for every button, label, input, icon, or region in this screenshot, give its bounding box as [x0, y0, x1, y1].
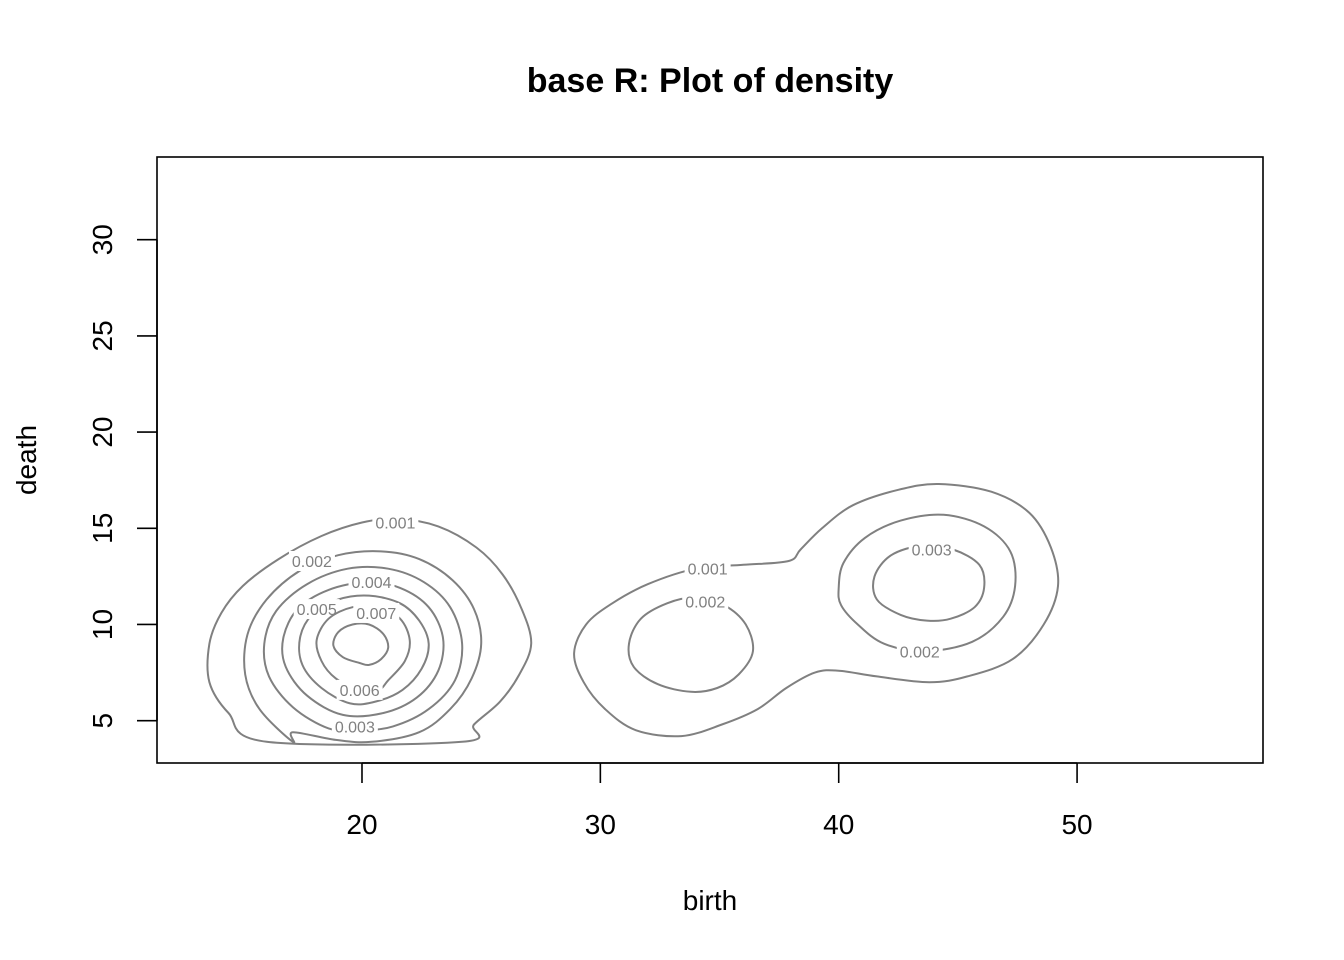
y-tick-label: 25 [87, 320, 118, 351]
contour-label: 0.003 [912, 542, 952, 559]
contour-line [243, 550, 483, 744]
contour-label-background [288, 551, 335, 571]
contour-line [206, 517, 533, 746]
plot-frame [156, 156, 1264, 764]
contour-label: 0.004 [352, 575, 392, 592]
contour-label: 0.002 [900, 644, 940, 661]
contour-label-background [372, 512, 419, 533]
contour-label: 0.001 [688, 562, 728, 579]
contour-label: 0.002 [292, 554, 332, 571]
contour-label-background [908, 539, 955, 560]
contour-line [332, 622, 390, 667]
x-axis-label: birth [683, 885, 737, 916]
contour-label-background [684, 558, 731, 579]
x-tick-label: 40 [823, 809, 854, 840]
x-axis: 20 30 40 50 [346, 762, 1093, 840]
contour-label: 0.006 [340, 683, 380, 700]
y-tick-label: 20 [87, 417, 118, 448]
contour-label: 0.001 [375, 516, 415, 533]
y-tick-label: 5 [87, 713, 118, 729]
y-axis-label: death [11, 425, 42, 495]
y-tick-label: 30 [87, 224, 118, 255]
contour-line [837, 513, 1017, 653]
y-tick-label: 10 [87, 609, 118, 640]
contour-label: 0.003 [335, 719, 375, 736]
y-axis: 5 10 15 20 25 30 [87, 224, 158, 729]
contour-line [573, 482, 1060, 738]
x-tick-label: 30 [585, 809, 616, 840]
contour-label-background [896, 641, 943, 662]
contour-lines: 0.001 0.002 0.003 0.004 0.005 0.006 0.007 0.001… [206, 482, 1060, 746]
contour-line [627, 596, 755, 693]
contour-label: 0.002 [685, 594, 725, 611]
contour-label-background [353, 602, 400, 623]
x-tick-label: 50 [1061, 809, 1092, 840]
contour-label-background [293, 599, 340, 620]
contour-line [262, 565, 464, 732]
contour-label: 0.007 [356, 606, 396, 623]
contour-label-background [331, 716, 378, 737]
x-tick-label: 20 [346, 809, 377, 840]
contour-label-background [348, 572, 395, 593]
contour-label-background [682, 591, 729, 612]
y-tick-label: 15 [87, 513, 118, 544]
contour-line [298, 594, 430, 706]
contour-label: 0.005 [297, 602, 337, 619]
chart-title: base R: Plot of density [527, 62, 894, 100]
contour-label-background [336, 679, 383, 700]
